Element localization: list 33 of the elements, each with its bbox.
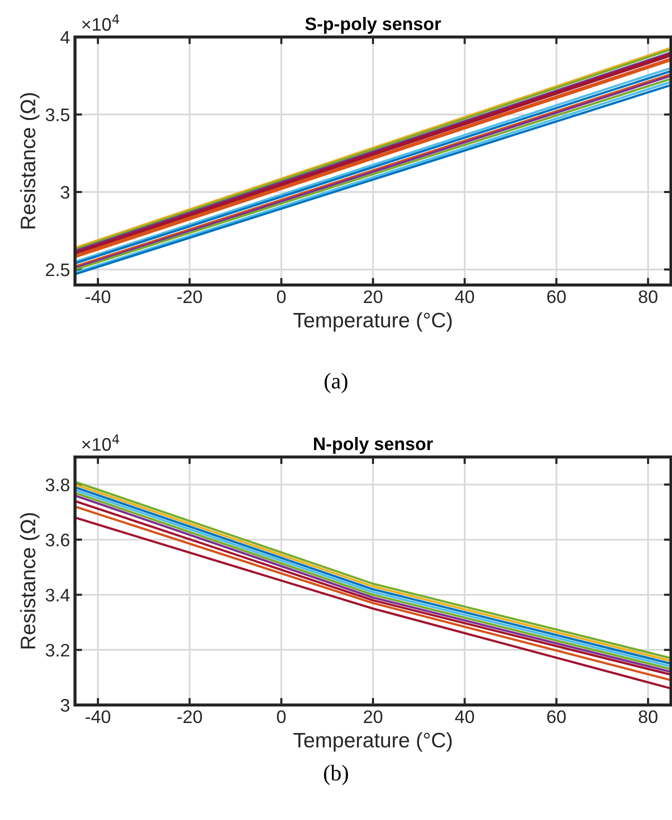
x-tick-label: 60 <box>547 710 566 724</box>
text: ×10$^{4}$ <box>82 14 120 31</box>
y-tick-label: 3.6 <box>46 534 70 546</box>
x-tick-label: 20 <box>364 290 382 304</box>
x-tick-label: -20 <box>177 290 202 304</box>
y-axis-title: Resistance (Ω) <box>20 93 40 228</box>
y-tick-label: 2.5 <box>46 263 70 276</box>
y-tick-label: 3.4 <box>46 588 70 602</box>
chart-title: N-poly sensor <box>314 436 433 454</box>
y-axis-title: Resistance (Ω) <box>20 513 40 648</box>
y-tick-label: 3 <box>60 186 70 199</box>
y-tick-label: 3.2 <box>46 644 70 657</box>
x-axis-title: Temperature (°C) <box>293 732 452 752</box>
x-tick-label: 40 <box>455 710 474 724</box>
x-tick-label: 80 <box>638 710 658 724</box>
y-tick-label: 3.8 <box>46 478 70 492</box>
x-tick-label: 20 <box>364 710 382 724</box>
text: (a) <box>324 372 348 394</box>
chart-title: S-p-poly sensor <box>305 16 441 34</box>
x-tick-label: 0 <box>276 710 286 724</box>
x-tick-label: 80 <box>638 290 658 304</box>
y-tick-label: 3 <box>60 698 70 712</box>
text: (b) <box>324 764 348 786</box>
y-tick-label: 4 <box>60 31 70 44</box>
y-tick-label: 3.5 <box>46 108 70 122</box>
x-tick-label: 60 <box>547 290 566 304</box>
x-tick-label: -40 <box>86 290 110 304</box>
x-tick-label: 40 <box>455 290 474 304</box>
text: ×10$^{4}$ <box>82 434 120 451</box>
x-axis-title: Temperature (°C) <box>293 312 452 332</box>
x-tick-label: -20 <box>177 710 202 724</box>
x-tick-label: 0 <box>276 290 286 304</box>
x-tick-label: -40 <box>86 710 110 724</box>
